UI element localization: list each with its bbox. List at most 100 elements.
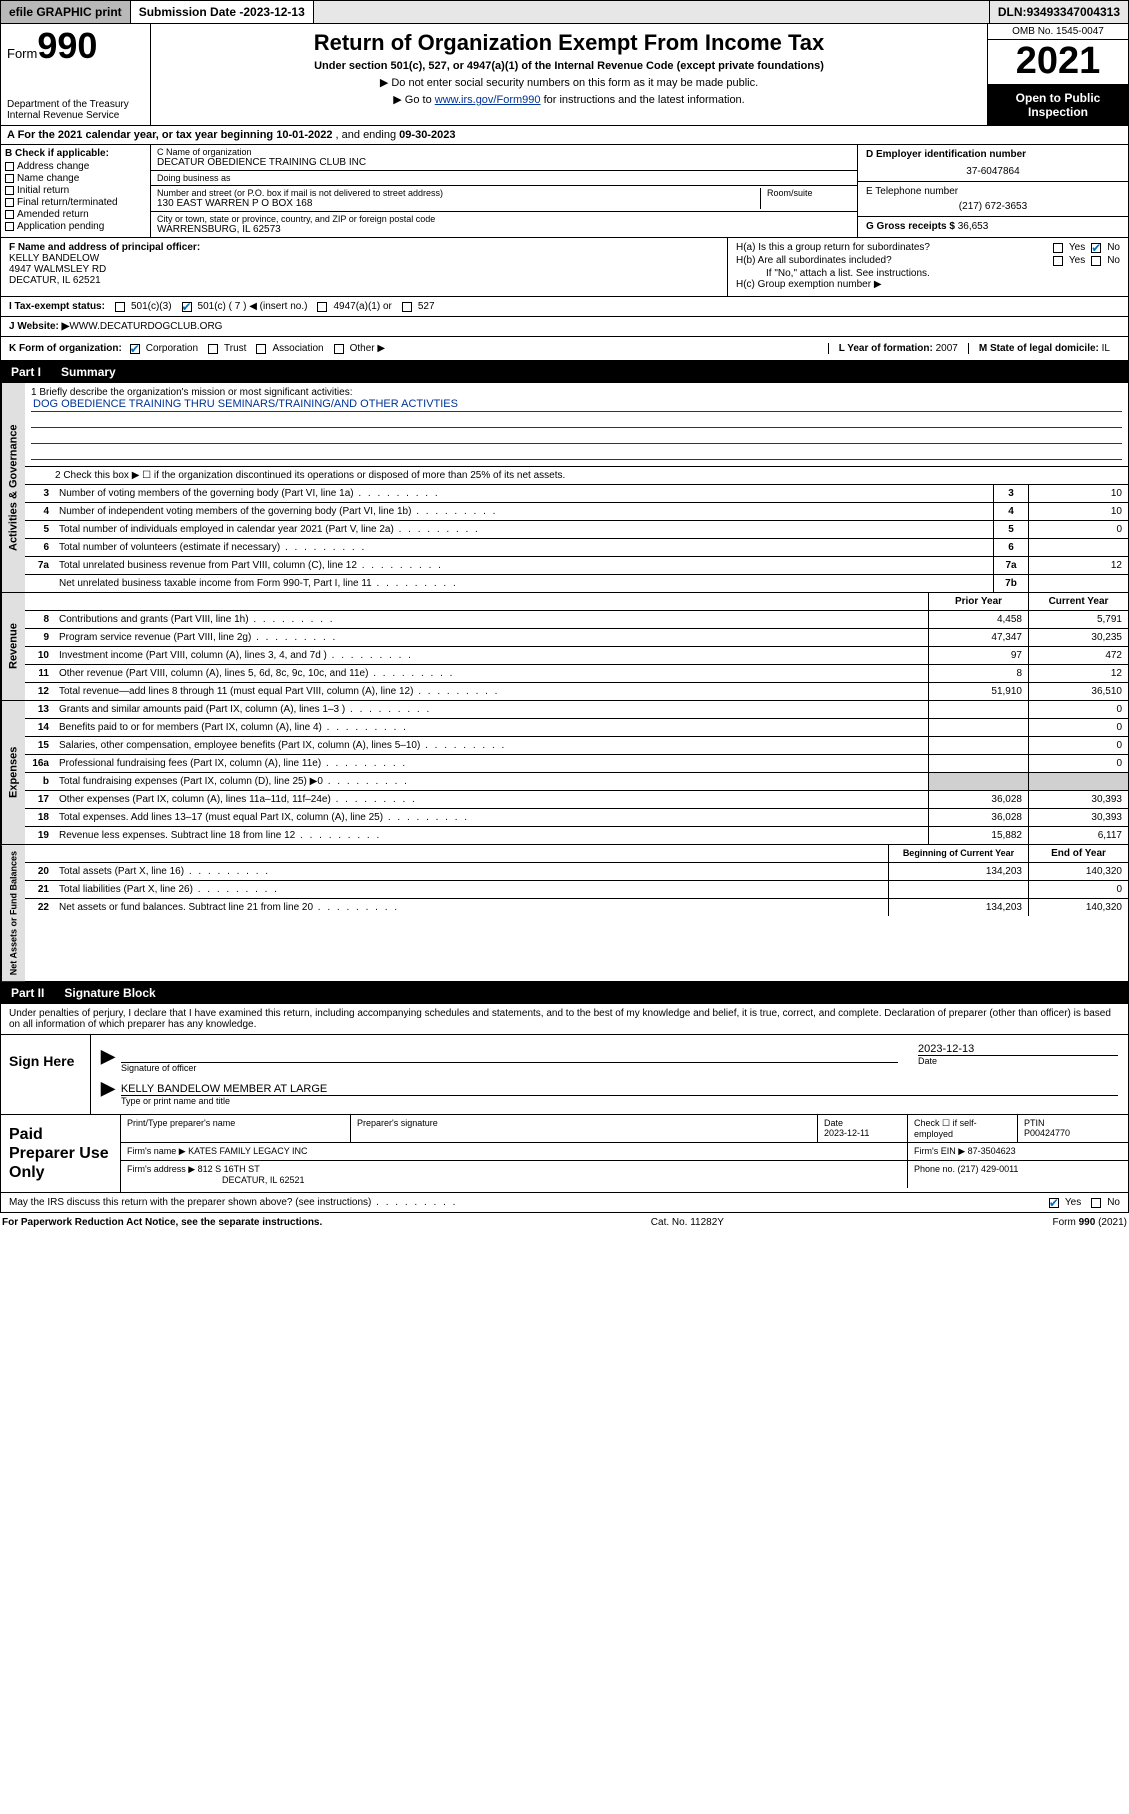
section-bcdeg: B Check if applicable: Address change Na… bbox=[0, 145, 1129, 237]
may-irs-discuss: May the IRS discuss this return with the… bbox=[0, 1193, 1129, 1213]
declaration-text: Under penalties of perjury, I declare th… bbox=[0, 1004, 1129, 1035]
header-block: Form990 Department of the Treasury Inter… bbox=[0, 24, 1129, 126]
chk-4947[interactable] bbox=[317, 302, 327, 312]
chk-initial-return[interactable]: Initial return bbox=[5, 185, 146, 196]
summary-expenses: Expenses 13Grants and similar amounts pa… bbox=[0, 700, 1129, 844]
summary-row: 11Other revenue (Part VIII, column (A), … bbox=[25, 665, 1128, 683]
box-d: D Employer identification number 37-6047… bbox=[858, 145, 1128, 182]
box-b-label: B Check if applicable: bbox=[5, 148, 146, 159]
chk-address-change[interactable]: Address change bbox=[5, 161, 146, 172]
summary-row: 5Total number of individuals employed in… bbox=[25, 521, 1128, 539]
paid-preparer-block: Paid Preparer Use Only Print/Type prepar… bbox=[0, 1115, 1129, 1194]
form-note-1: ▶ Do not enter social security numbers o… bbox=[161, 76, 977, 89]
tab-net-assets: Net Assets or Fund Balances bbox=[1, 845, 25, 981]
h-b-note: If "No," attach a list. See instructions… bbox=[766, 268, 1120, 279]
year-formation: 2007 bbox=[936, 343, 958, 354]
tab-revenue: Revenue bbox=[1, 593, 25, 700]
gross-receipts: 36,653 bbox=[958, 221, 989, 232]
chk-trust[interactable] bbox=[208, 344, 218, 354]
org-name-cell: C Name of organization DECATUR OBEDIENCE… bbox=[151, 145, 857, 171]
line-1-briefly: 1 Briefly describe the organization's mi… bbox=[25, 383, 1128, 466]
box-g: G Gross receipts $ 36,653 bbox=[858, 217, 1128, 236]
section-fh: F Name and address of principal officer:… bbox=[0, 237, 1129, 297]
summary-revenue: Revenue Prior Year Current Year 8Contrib… bbox=[0, 592, 1129, 700]
sign-block: Sign Here ▶ Signature of officer 2023-12… bbox=[0, 1035, 1129, 1114]
firm-ein: 87-3504623 bbox=[968, 1146, 1016, 1156]
header-center: Return of Organization Exempt From Incom… bbox=[151, 24, 988, 125]
ein-value: 37-6047864 bbox=[866, 166, 1120, 177]
summary-row: 12Total revenue—add lines 8 through 11 (… bbox=[25, 683, 1128, 700]
chk-application-pending[interactable]: Application pending bbox=[5, 221, 146, 232]
irs-link[interactable]: www.irs.gov/Form990 bbox=[435, 94, 541, 106]
chk-527[interactable] bbox=[402, 302, 412, 312]
chk-corporation[interactable] bbox=[130, 344, 140, 354]
summary-row: 19Revenue less expenses. Subtract line 1… bbox=[25, 827, 1128, 844]
summary-row: 17Other expenses (Part IX, column (A), l… bbox=[25, 791, 1128, 809]
h-b: H(b) Are all subordinates included? Yes … bbox=[736, 255, 1120, 266]
chk-501c[interactable] bbox=[182, 302, 192, 312]
row-i: I Tax-exempt status: 501(c)(3) 501(c) ( … bbox=[0, 297, 1129, 317]
firm-name: KATES FAMILY LEGACY INC bbox=[188, 1146, 307, 1156]
summary-row: 21Total liabilities (Part X, line 26)0 bbox=[25, 881, 1128, 899]
summary-row: 10Investment income (Part VIII, column (… bbox=[25, 647, 1128, 665]
summary-row: 20Total assets (Part X, line 16)134,2031… bbox=[25, 863, 1128, 881]
box-e: E Telephone number (217) 672-3653 bbox=[858, 182, 1128, 217]
summary-row: 4Number of independent voting members of… bbox=[25, 503, 1128, 521]
phone-value: (217) 672-3653 bbox=[866, 201, 1120, 212]
chk-association[interactable] bbox=[256, 344, 266, 354]
summary-row: 9Program service revenue (Part VIII, lin… bbox=[25, 629, 1128, 647]
hb-no-checkbox[interactable] bbox=[1091, 256, 1101, 266]
part-2-header: Part II Signature Block bbox=[0, 982, 1129, 1004]
mission-text: DOG OBEDIENCE TRAINING THRU SEMINARS/TRA… bbox=[31, 398, 1122, 412]
sign-date: 2023-12-13 bbox=[918, 1043, 1118, 1055]
officer-name-title: KELLY BANDELOW MEMBER AT LARGE bbox=[121, 1083, 327, 1095]
org-city: WARRENSBURG, IL 62573 bbox=[157, 224, 851, 235]
chk-501c3[interactable] bbox=[115, 302, 125, 312]
efile-label[interactable]: efile GRAPHIC print bbox=[1, 1, 131, 23]
firm-phone: (217) 429-0011 bbox=[958, 1164, 1019, 1174]
summary-row: 13Grants and similar amounts paid (Part … bbox=[25, 701, 1128, 719]
open-to-public: Open to Public Inspection bbox=[988, 85, 1128, 125]
tab-expenses: Expenses bbox=[1, 701, 25, 844]
hb-yes-checkbox[interactable] bbox=[1053, 256, 1063, 266]
submission-date: Submission Date - 2023-12-13 bbox=[131, 1, 314, 23]
summary-row: 16aProfessional fundraising fees (Part I… bbox=[25, 755, 1128, 773]
summary-net-assets: Net Assets or Fund Balances Beginning of… bbox=[0, 844, 1129, 982]
chk-amended-return[interactable]: Amended return bbox=[5, 209, 146, 220]
dept-label: Department of the Treasury Internal Reve… bbox=[7, 99, 144, 121]
dba-cell: Doing business as bbox=[151, 171, 857, 186]
may-irs-yes[interactable] bbox=[1049, 1198, 1059, 1208]
dln: DLN: 93493347004313 bbox=[989, 1, 1128, 23]
top-bar: efile GRAPHIC print Submission Date - 20… bbox=[0, 0, 1129, 24]
row-a-tax-year: A For the 2021 calendar year, or tax yea… bbox=[0, 126, 1129, 145]
summary-row: 8Contributions and grants (Part VIII, li… bbox=[25, 611, 1128, 629]
org-street: 130 EAST WARREN P O BOX 168 bbox=[157, 198, 754, 209]
row-k: K Form of organization: Corporation Trus… bbox=[0, 337, 1129, 361]
line-2: 2 Check this box ▶ ☐ if the organization… bbox=[25, 467, 1128, 484]
form-990-label: Form990 bbox=[7, 28, 144, 64]
form-title: Return of Organization Exempt From Incom… bbox=[161, 30, 977, 56]
city-cell: City or town, state or province, country… bbox=[151, 212, 857, 237]
officer-name: KELLY BANDELOW bbox=[9, 253, 719, 264]
chk-other[interactable] bbox=[334, 344, 344, 354]
row-j: J Website: ▶ WWW.DECATURDOGCLUB.ORG bbox=[0, 317, 1129, 337]
sign-here-label: Sign Here bbox=[1, 1035, 91, 1113]
topbar-spacer bbox=[314, 1, 989, 23]
org-name: DECATUR OBEDIENCE TRAINING CLUB INC bbox=[157, 157, 851, 168]
chk-name-change[interactable]: Name change bbox=[5, 173, 146, 184]
sign-arrow-icon: ▶ bbox=[101, 1049, 115, 1063]
form-note-2: ▶ Go to www.irs.gov/Form990 for instruct… bbox=[161, 93, 977, 106]
sign-arrow-icon-2: ▶ bbox=[101, 1081, 115, 1095]
h-a: H(a) Is this a group return for subordin… bbox=[736, 242, 1120, 253]
box-h: H(a) Is this a group return for subordin… bbox=[728, 238, 1128, 296]
summary-row: Net unrelated business taxable income fr… bbox=[25, 575, 1128, 592]
ha-yes-checkbox[interactable] bbox=[1053, 243, 1063, 253]
h-c: H(c) Group exemption number ▶ bbox=[736, 279, 1120, 290]
ha-no-checkbox[interactable] bbox=[1091, 243, 1101, 253]
summary-row: 6Total number of volunteers (estimate if… bbox=[25, 539, 1128, 557]
preparer-date: 2023-12-11 bbox=[824, 1128, 869, 1138]
chk-final-return[interactable]: Final return/terminated bbox=[5, 197, 146, 208]
omb-number: OMB No. 1545-0047 bbox=[988, 24, 1128, 40]
may-irs-no[interactable] bbox=[1091, 1198, 1101, 1208]
net-head: Beginning of Current Year End of Year bbox=[25, 845, 1128, 863]
